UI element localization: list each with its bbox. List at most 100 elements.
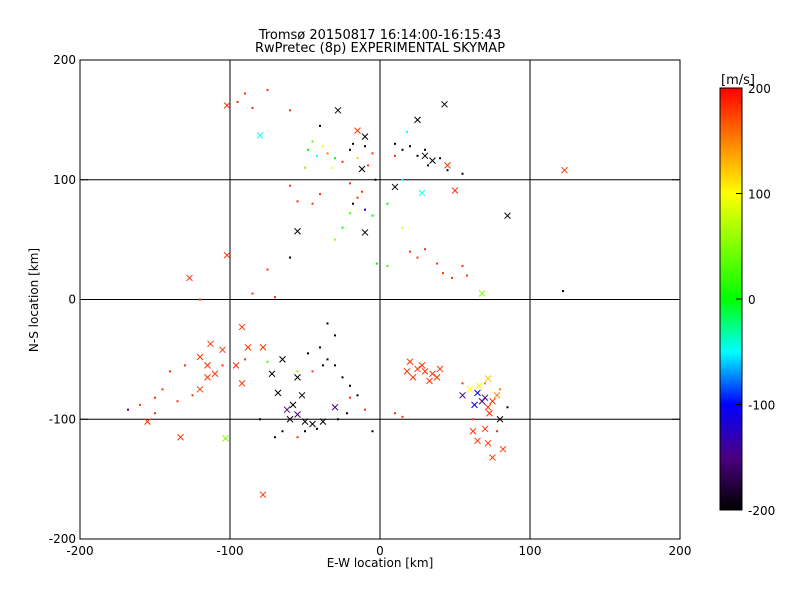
data-point-dot — [322, 145, 324, 148]
data-point-cross — [489, 397, 496, 405]
data-point-dot — [331, 166, 333, 169]
data-point-dot — [169, 370, 171, 373]
y-axis-label: N-S location [km] — [27, 248, 41, 352]
data-point-dot — [461, 172, 464, 175]
chart-title-line1: Tromsø 20150817 16:14:00-16:15:43 — [258, 28, 501, 43]
data-point-dot — [316, 427, 318, 430]
data-point-cross — [466, 385, 474, 393]
data-point-dot — [289, 256, 291, 259]
data-point-dot — [394, 142, 396, 145]
data-point-dot — [154, 412, 156, 415]
data-point-cross — [331, 403, 339, 411]
data-point-cross — [403, 367, 411, 375]
data-point-cross — [204, 362, 211, 369]
data-point-dot — [316, 154, 318, 157]
data-point-cross — [489, 454, 496, 461]
data-point-dot — [139, 403, 141, 406]
x-tick-label: 0 — [376, 544, 384, 558]
data-point-dot — [281, 430, 284, 433]
data-point-dot — [499, 388, 501, 391]
data-point-cross — [484, 439, 492, 447]
data-point-cross — [478, 397, 486, 405]
data-point-dot — [326, 358, 329, 361]
data-point-dot — [334, 238, 336, 241]
grid-lines — [80, 60, 680, 539]
data-point-cross — [361, 133, 369, 140]
data-point-dot — [401, 148, 404, 151]
data-point-dot — [221, 364, 224, 367]
data-point-cross — [274, 389, 282, 397]
data-point-cross — [232, 362, 240, 369]
data-point-cross — [279, 356, 286, 363]
data-point-dot — [356, 394, 359, 397]
data-point-cross — [471, 401, 478, 409]
data-point-cross — [391, 183, 399, 191]
data-point-dot — [496, 430, 498, 433]
data-point-dot — [439, 157, 441, 160]
x-tick-label: 100 — [519, 544, 542, 558]
data-point-dot — [341, 376, 344, 379]
data-point-dot — [364, 408, 366, 411]
data-point-dot — [466, 274, 468, 277]
data-point-cross — [204, 373, 211, 381]
data-point-cross — [294, 227, 301, 235]
data-point-dot — [394, 412, 396, 415]
data-point-dot — [236, 100, 239, 103]
data-point-dot — [191, 394, 194, 397]
data-point-dot — [461, 264, 464, 267]
data-point-dot — [352, 142, 354, 145]
axis-ticks: -200 -100 0 100 200 -200 -100 0 100 200 — [49, 53, 692, 558]
data-point-cross — [319, 418, 327, 425]
data-point-cross — [409, 373, 417, 381]
data-point-cross — [504, 212, 511, 220]
colorbar-label: [m/s] — [721, 73, 755, 88]
data-point-dot — [311, 140, 314, 143]
data-point-dot — [251, 106, 254, 109]
colorbar-tick-label: -100 — [748, 399, 775, 413]
data-point-dot — [401, 226, 404, 229]
data-point-dot — [416, 256, 419, 259]
data-point-cross — [289, 401, 297, 409]
data-point-cross — [429, 370, 436, 378]
data-point-dot — [371, 430, 374, 433]
data-point-cross — [429, 157, 436, 164]
data-point-dot — [184, 364, 186, 367]
data-point-cross — [358, 165, 366, 173]
data-point-cross — [418, 189, 426, 197]
data-point-dot — [442, 272, 444, 275]
data-point-dot — [296, 436, 299, 439]
colorbar-tick-label: 0 — [748, 293, 756, 307]
data-point-dot — [334, 157, 336, 160]
data-point-cross — [421, 152, 429, 160]
data-point-dot — [376, 262, 378, 265]
data-point-dot — [349, 148, 351, 151]
data-point-dot — [394, 154, 396, 157]
data-point-cross — [196, 385, 204, 393]
x-tick-label: 200 — [669, 544, 692, 558]
data-point-cross — [259, 344, 267, 351]
data-point-dot — [334, 364, 336, 367]
data-point-cross — [223, 102, 231, 109]
data-point-dot — [371, 214, 374, 217]
data-point-dot — [326, 152, 329, 155]
colorbar-tick-label: -200 — [748, 504, 775, 518]
data-point-cross — [268, 370, 276, 378]
data-point-dot — [346, 412, 348, 415]
data-point-dot — [322, 364, 324, 367]
colorbar-ticks: 200 100 0 -100 -200 — [736, 82, 775, 518]
data-point-cross — [144, 418, 151, 425]
data-point-cross — [286, 415, 294, 423]
data-point-cross — [469, 427, 477, 435]
data-point-dot — [161, 388, 164, 391]
data-point-cross — [334, 106, 342, 114]
data-point-cross — [298, 391, 306, 399]
data-point-cross — [561, 166, 568, 174]
data-point-dot — [374, 178, 377, 181]
data-point-dot — [401, 415, 404, 418]
data-point-dot — [266, 360, 269, 363]
data-point-dot — [319, 124, 321, 127]
data-point-dot — [506, 406, 509, 409]
data-point-cross — [474, 437, 481, 445]
data-point-cross — [478, 290, 486, 297]
